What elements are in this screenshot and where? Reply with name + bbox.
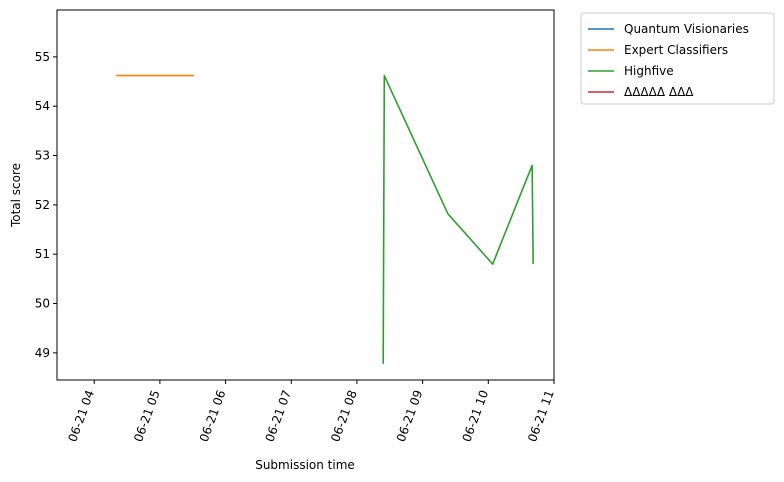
plot-lines — [116, 74, 534, 364]
x-axis-label: Submission time — [255, 458, 355, 472]
legend-label-3: ΔΔΔΔΔ ΔΔΔ — [624, 85, 694, 99]
y-tick-label: 49 — [35, 346, 50, 360]
y-axis: 49 50 51 52 53 54 55 — [35, 50, 57, 360]
y-tick-label: 51 — [35, 247, 50, 261]
legend-frame — [580, 12, 775, 105]
y-axis-label: Total score — [9, 163, 23, 228]
y-tick-label: 55 — [35, 50, 50, 64]
y-tick-label: 54 — [35, 99, 50, 113]
legend-label-1: Expert Classifiers — [624, 43, 728, 57]
y-tick-label: 50 — [35, 297, 50, 311]
plot-area-frame — [56, 9, 555, 381]
y-tick-label: 52 — [35, 198, 50, 212]
legend: Quantum Visionaries Expert Classifiers Hig… — [580, 12, 775, 105]
legend-items: Quantum Visionaries Expert Classifiers Hig… — [588, 22, 749, 99]
series-line-2 — [382, 74, 534, 364]
y-tick-label: 53 — [35, 149, 50, 163]
legend-label-2: Highfive — [624, 64, 674, 78]
legend-label-0: Quantum Visionaries — [624, 22, 749, 36]
